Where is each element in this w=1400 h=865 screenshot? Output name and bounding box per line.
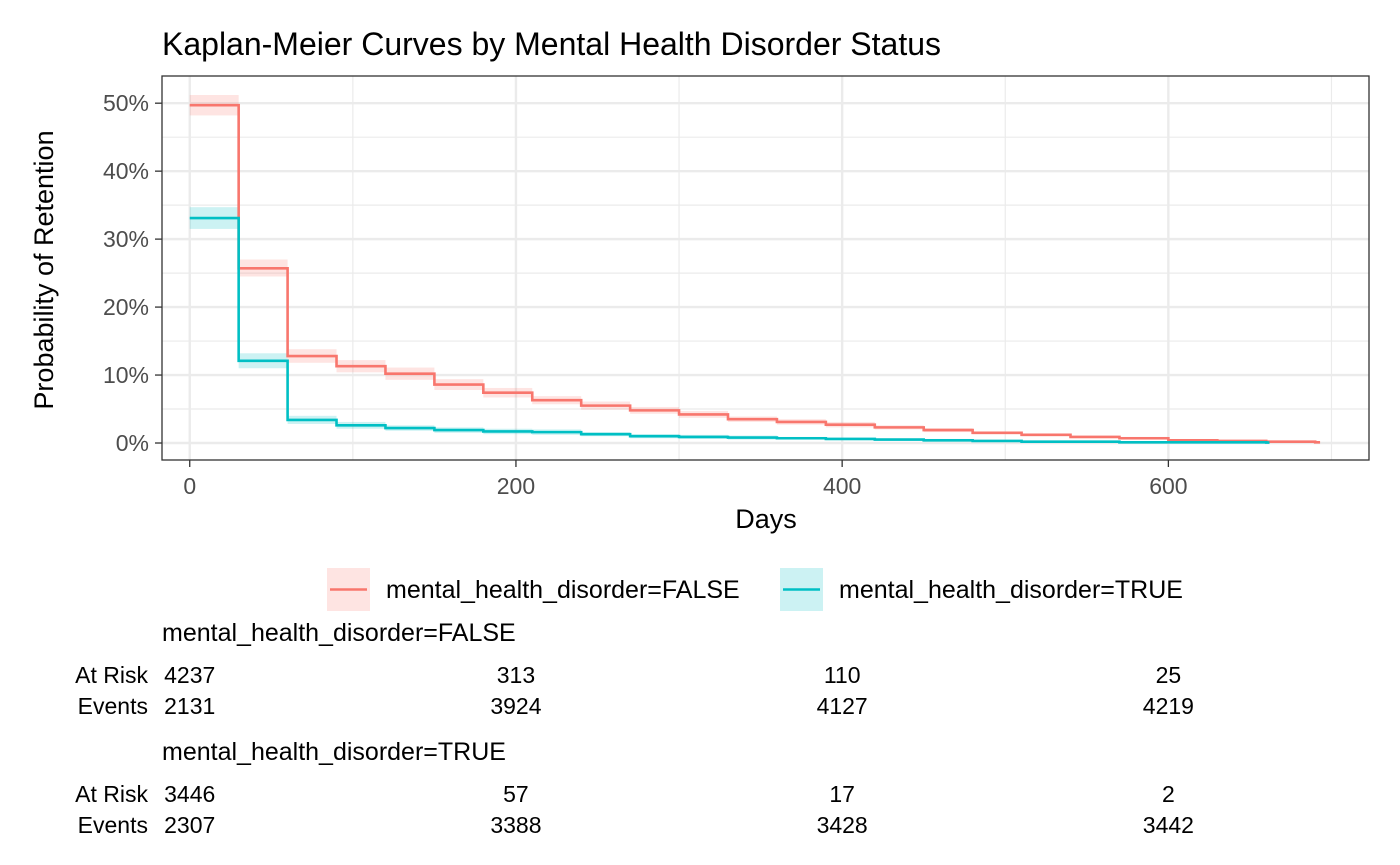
y-axis-title: Probability of Retention: [29, 130, 59, 409]
confidence-bands: [189, 95, 1321, 443]
y-tick-label: 50%: [103, 90, 149, 116]
x-tick-label: 600: [1149, 473, 1187, 499]
risk-value: 2307: [164, 812, 215, 838]
risk-row-label: Events: [78, 693, 148, 719]
x-tick-label: 400: [823, 473, 861, 499]
legend-label: mental_health_disorder=TRUE: [839, 576, 1183, 604]
risk-value: 4237: [164, 662, 215, 688]
risk-value: 3446: [164, 781, 215, 807]
risk-group: mental_health_disorder=TRUE At Risk 3446 57…: [75, 738, 1194, 838]
risk-value: 3428: [817, 812, 868, 838]
risk-group-title: mental_health_disorder=FALSE: [162, 619, 516, 647]
survival-curve-line: [189, 103, 1321, 444]
y-tick-label: 20%: [103, 294, 149, 320]
x-axis-title: Days: [735, 504, 797, 534]
y-tick-label: 10%: [103, 362, 149, 388]
y-tick-label: 30%: [103, 226, 149, 252]
x-tick-label: 0: [183, 473, 196, 499]
legend-item: mental_health_disorder=TRUE: [780, 568, 1183, 611]
panel-border: [161, 75, 1370, 461]
risk-group: mental_health_disorder=FALSE At Risk 4237 3…: [75, 619, 1194, 719]
legend: mental_health_disorder=FALSE mental_healt…: [327, 568, 1183, 611]
risk-value: 110: [824, 662, 861, 688]
risk-value: 2: [1162, 781, 1175, 807]
y-tick-label: 0%: [116, 430, 149, 456]
axis-ticks: 0 200 400 600 0% 10% 20% 30% 40% 50%: [103, 90, 1188, 499]
grid-lines: [162, 76, 1369, 460]
risk-value: 25: [1156, 662, 1182, 688]
risk-value: 3388: [490, 812, 541, 838]
survival-curve-line: [189, 216, 1270, 444]
risk-value: 4127: [817, 693, 868, 719]
plot-area: 0 200 400 600 0% 10% 20% 30% 40% 50%: [103, 75, 1370, 499]
survival-curves: [189, 103, 1321, 444]
risk-value: 3442: [1143, 812, 1194, 838]
risk-group-title: mental_health_disorder=TRUE: [162, 738, 506, 766]
risk-value: 2131: [164, 693, 215, 719]
risk-row-label: At Risk: [75, 662, 148, 688]
chart-title: Kaplan-Meier Curves by Mental Health Dis…: [162, 26, 941, 62]
x-tick-label: 200: [497, 473, 535, 499]
risk-value: 3924: [490, 693, 541, 719]
risk-row-label: At Risk: [75, 781, 148, 807]
risk-value: 57: [503, 781, 529, 807]
risk-row-label: Events: [78, 812, 148, 838]
legend-label: mental_health_disorder=FALSE: [386, 576, 740, 604]
risk-value: 4219: [1143, 693, 1194, 719]
risk-value: 313: [497, 662, 535, 688]
risk-value: 17: [829, 781, 855, 807]
risk-table: mental_health_disorder=FALSE At Risk 4237 3…: [75, 619, 1194, 838]
legend-item: mental_health_disorder=FALSE: [327, 568, 740, 611]
y-tick-label: 40%: [103, 158, 149, 184]
